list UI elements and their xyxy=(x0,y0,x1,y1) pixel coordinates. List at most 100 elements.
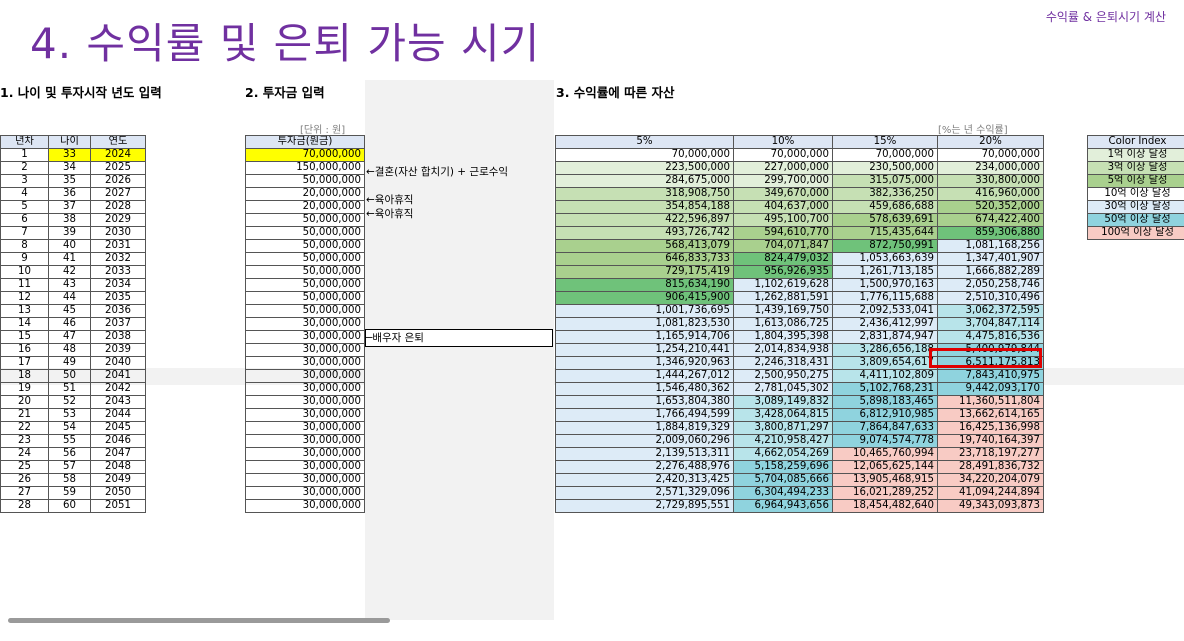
asset-cell[interactable]: 5,898,183,465 xyxy=(832,395,938,409)
age-cell[interactable]: 59 xyxy=(48,486,91,500)
asset-cell[interactable]: 1,347,401,907 xyxy=(937,252,1044,266)
year-cell[interactable]: 2035 xyxy=(90,291,146,305)
year-index-cell[interactable]: 16 xyxy=(0,343,49,357)
age-cell[interactable]: 47 xyxy=(48,330,91,344)
asset-cell[interactable]: 1,001,736,695 xyxy=(555,304,734,318)
asset-cell[interactable]: 3,800,871,297 xyxy=(733,421,833,435)
age-cell[interactable]: 54 xyxy=(48,421,91,435)
asset-cell[interactable]: 2,420,313,425 xyxy=(555,473,734,487)
asset-cell[interactable]: 11,360,511,804 xyxy=(937,395,1044,409)
age-cell[interactable]: 42 xyxy=(48,265,91,279)
investment-cell[interactable]: 30,000,000 xyxy=(245,447,365,461)
investment-cell[interactable]: 20,000,000 xyxy=(245,187,365,201)
age-cell[interactable]: 46 xyxy=(48,317,91,331)
asset-cell[interactable]: 416,960,000 xyxy=(937,187,1044,201)
asset-cell[interactable]: 493,726,742 xyxy=(555,226,734,240)
asset-cell[interactable]: 382,336,250 xyxy=(832,187,938,201)
age-cell[interactable]: 37 xyxy=(48,200,91,214)
asset-cell[interactable]: 9,074,574,778 xyxy=(832,434,938,448)
year-cell[interactable]: 2029 xyxy=(90,213,146,227)
asset-cell[interactable]: 49,343,093,873 xyxy=(937,499,1044,513)
rate-header[interactable]: 5% xyxy=(555,135,734,149)
year-cell[interactable]: 2034 xyxy=(90,278,146,292)
age-cell[interactable]: 36 xyxy=(48,187,91,201)
year-index-cell[interactable]: 10 xyxy=(0,265,49,279)
investment-cell[interactable]: 30,000,000 xyxy=(245,343,365,357)
asset-cell[interactable]: 2,781,045,302 xyxy=(733,382,833,396)
asset-cell[interactable]: 349,670,000 xyxy=(733,187,833,201)
asset-cell[interactable]: 4,210,958,427 xyxy=(733,434,833,448)
year-cell[interactable]: 2040 xyxy=(90,356,146,370)
asset-cell[interactable]: 10,465,760,994 xyxy=(832,447,938,461)
investment-cell[interactable]: 30,000,000 xyxy=(245,330,365,344)
age-cell[interactable]: 48 xyxy=(48,343,91,357)
investment-cell[interactable]: 30,000,000 xyxy=(245,499,365,513)
asset-cell[interactable]: 70,000,000 xyxy=(832,148,938,162)
asset-cell[interactable]: 299,700,000 xyxy=(733,174,833,188)
color-index-item[interactable]: 50억 이상 달성 xyxy=(1087,213,1184,227)
year-index-cell[interactable]: 14 xyxy=(0,317,49,331)
year-index-cell[interactable]: 24 xyxy=(0,447,49,461)
age-cell[interactable]: 34 xyxy=(48,161,91,175)
year-index-cell[interactable]: 12 xyxy=(0,291,49,305)
asset-cell[interactable]: 70,000,000 xyxy=(937,148,1044,162)
year-index-cell[interactable]: 26 xyxy=(0,473,49,487)
year-index-cell[interactable]: 20 xyxy=(0,395,49,409)
age-cell[interactable]: 45 xyxy=(48,304,91,318)
asset-cell[interactable]: 3,809,654,617 xyxy=(832,356,938,370)
asset-cell[interactable]: 520,352,000 xyxy=(937,200,1044,214)
asset-cell[interactable]: 578,639,691 xyxy=(832,213,938,227)
investment-cell[interactable]: 30,000,000 xyxy=(245,395,365,409)
asset-cell[interactable]: 4,662,054,269 xyxy=(733,447,833,461)
asset-cell[interactable]: 3,704,847,114 xyxy=(937,317,1044,331)
year-cell[interactable]: 2050 xyxy=(90,486,146,500)
asset-cell[interactable]: 5,704,085,666 xyxy=(733,473,833,487)
asset-cell[interactable]: 2,729,895,551 xyxy=(555,499,734,513)
rate-header[interactable]: 15% xyxy=(832,135,938,149)
asset-cell[interactable]: 1,081,168,256 xyxy=(937,239,1044,253)
investment-cell[interactable]: 50,000,000 xyxy=(245,304,365,318)
investment-cell[interactable]: 20,000,000 xyxy=(245,200,365,214)
asset-cell[interactable]: 7,843,410,975 xyxy=(937,369,1044,383)
age-cell[interactable]: 51 xyxy=(48,382,91,396)
asset-cell[interactable]: 330,800,000 xyxy=(937,174,1044,188)
asset-cell[interactable]: 19,740,164,397 xyxy=(937,434,1044,448)
age-cell[interactable]: 43 xyxy=(48,278,91,292)
year-cell[interactable]: 2043 xyxy=(90,395,146,409)
asset-cell[interactable]: 815,634,190 xyxy=(555,278,734,292)
asset-cell[interactable]: 13,905,468,915 xyxy=(832,473,938,487)
asset-cell[interactable]: 13,662,614,165 xyxy=(937,408,1044,422)
asset-cell[interactable]: 1,546,480,362 xyxy=(555,382,734,396)
year-cell[interactable]: 2041 xyxy=(90,369,146,383)
year-index-cell[interactable]: 23 xyxy=(0,434,49,448)
asset-cell[interactable]: 227,000,000 xyxy=(733,161,833,175)
year-index-cell[interactable]: 25 xyxy=(0,460,49,474)
year-cell[interactable]: 2048 xyxy=(90,460,146,474)
year-index-cell[interactable]: 7 xyxy=(0,226,49,240)
asset-cell[interactable]: 7,864,847,633 xyxy=(832,421,938,435)
asset-cell[interactable]: 906,415,900 xyxy=(555,291,734,305)
year-index-cell[interactable]: 5 xyxy=(0,200,49,214)
asset-cell[interactable]: 315,075,000 xyxy=(832,174,938,188)
asset-cell[interactable]: 2,571,329,096 xyxy=(555,486,734,500)
asset-cell[interactable]: 646,833,733 xyxy=(555,252,734,266)
year-index-cell[interactable]: 11 xyxy=(0,278,49,292)
year-cell[interactable]: 2037 xyxy=(90,317,146,331)
asset-cell[interactable]: 5,158,259,696 xyxy=(733,460,833,474)
color-index-item[interactable]: 5억 이상 달성 xyxy=(1087,174,1184,188)
asset-cell[interactable]: 6,812,910,985 xyxy=(832,408,938,422)
investment-cell[interactable]: 30,000,000 xyxy=(245,460,365,474)
asset-cell[interactable]: 1,766,494,599 xyxy=(555,408,734,422)
asset-cell[interactable]: 1,081,823,530 xyxy=(555,317,734,331)
color-index-header[interactable]: Color Index xyxy=(1087,135,1184,149)
year-cell[interactable]: 2038 xyxy=(90,330,146,344)
year-index-cell[interactable]: 21 xyxy=(0,408,49,422)
year-cell[interactable]: 2051 xyxy=(90,499,146,513)
year-index-cell[interactable]: 3 xyxy=(0,174,49,188)
asset-cell[interactable]: 872,750,991 xyxy=(832,239,938,253)
year-cell[interactable]: 2027 xyxy=(90,187,146,201)
year-index-cell[interactable]: 28 xyxy=(0,499,49,513)
investment-cell[interactable]: 50,000,000 xyxy=(245,226,365,240)
age-cell[interactable]: 55 xyxy=(48,434,91,448)
year-index-cell[interactable]: 22 xyxy=(0,421,49,435)
